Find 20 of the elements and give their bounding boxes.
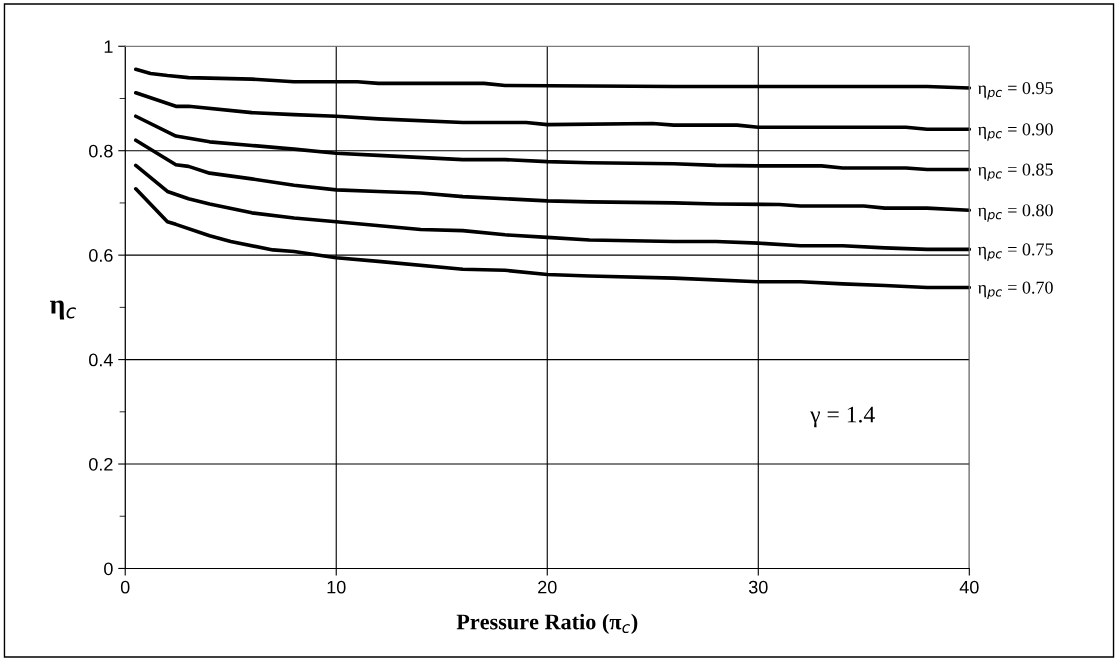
series-label: η$_{pc}$ = 0.85 (977, 163, 1053, 182)
series-label: η$_{pc}$ = 0.95 (977, 81, 1053, 100)
y-tick-label: 0.6 (89, 249, 113, 262)
series-label: η$_{pc}$ = 0.75 (977, 243, 1053, 261)
annotation: γ = 1.4 (810, 406, 875, 428)
y-axis-title: η$_{c}$ (49, 300, 77, 320)
x-tick-label: 0 (120, 580, 130, 594)
y-tick-label: 0 (104, 562, 113, 576)
y-tick-label: 1 (104, 40, 113, 53)
series-label: η$_{pc}$ = 0.90 (977, 123, 1053, 141)
series-label: η$_{pc}$ = 0.70 (977, 281, 1053, 300)
x-tick-label: 40 (959, 580, 979, 594)
x-tick-label: 30 (748, 580, 768, 594)
x-axis-title: Pressure Ratio (π$_{c}$) (456, 613, 638, 634)
y-tick-label: 0.2 (89, 457, 113, 471)
y-tick-label: 0.4 (89, 353, 113, 367)
series-label: η$_{pc}$ = 0.80 (977, 204, 1053, 222)
x-tick-label: 10 (327, 580, 346, 594)
x-tick-label: 20 (538, 580, 557, 594)
y-tick-label: 0.8 (89, 144, 113, 158)
